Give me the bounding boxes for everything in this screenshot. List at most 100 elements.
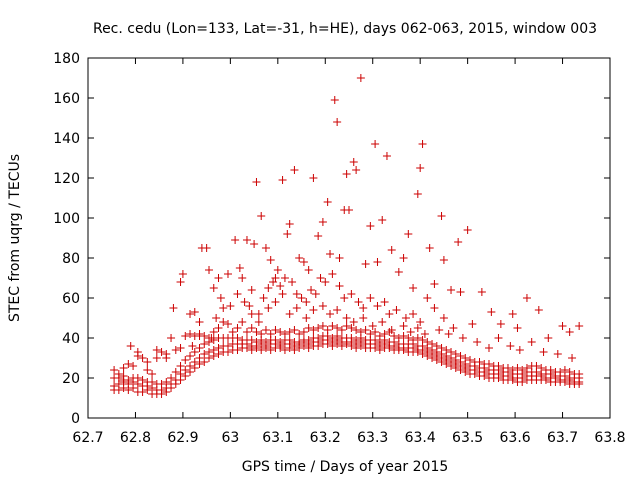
data-point (575, 322, 584, 330)
y-tick-label: 40 (62, 331, 80, 347)
data-point (271, 336, 280, 344)
data-point (437, 344, 446, 352)
data-point (129, 362, 138, 370)
data-point (186, 352, 195, 360)
data-point (254, 310, 263, 318)
data-point (318, 322, 327, 330)
data-point (456, 288, 465, 296)
data-point (335, 254, 344, 262)
data-point (157, 380, 166, 388)
data-point (484, 360, 493, 368)
data-point (544, 334, 553, 342)
data-point (190, 358, 199, 366)
y-tick-label: 120 (53, 171, 80, 187)
x-tick-label: 62.9 (167, 430, 198, 446)
data-point (209, 346, 218, 354)
data-point (487, 308, 496, 316)
data-point (280, 330, 289, 338)
data-point (373, 302, 382, 310)
data-point (342, 322, 351, 330)
data-point (439, 256, 448, 264)
data-point (475, 358, 484, 366)
data-point (252, 328, 261, 336)
data-point (527, 338, 536, 346)
data-point (167, 374, 176, 382)
data-point (167, 334, 176, 342)
data-point (366, 330, 375, 338)
data-point (254, 318, 263, 326)
data-point (143, 358, 152, 366)
data-point (444, 330, 453, 338)
data-point (169, 304, 178, 312)
data-point (309, 306, 318, 314)
data-point (342, 314, 351, 322)
data-point (148, 378, 157, 386)
data-point (345, 206, 353, 214)
data-point (226, 302, 235, 310)
data-point (347, 334, 356, 342)
data-point (385, 310, 394, 318)
data-point (328, 322, 337, 330)
data-point (375, 332, 384, 340)
data-point (242, 236, 251, 244)
x-tick-label: 63.1 (262, 430, 293, 446)
data-point (288, 278, 297, 286)
data-point (458, 334, 467, 342)
data-point (162, 378, 171, 386)
data-point (186, 362, 195, 370)
x-tick-label: 63.7 (547, 430, 578, 446)
y-tick-label: 100 (53, 211, 80, 227)
data-point (347, 290, 356, 298)
data-point (292, 290, 301, 298)
data-point (247, 336, 256, 344)
data-point (513, 364, 522, 372)
data-point (439, 314, 448, 322)
data-point (309, 174, 318, 182)
data-point (195, 318, 204, 326)
x-tick-label: 63 (221, 430, 239, 446)
data-point (575, 370, 584, 378)
data-point (250, 240, 259, 248)
data-point (409, 310, 418, 318)
data-point (553, 350, 562, 358)
data-point (114, 370, 123, 378)
y-axis-title: STEC from uqrg / TECUs (7, 154, 23, 322)
data-point (276, 338, 285, 346)
data-point (323, 326, 332, 334)
data-point (126, 342, 135, 350)
data-point (565, 328, 574, 336)
data-point (318, 302, 327, 310)
data-point (361, 260, 370, 268)
data-point (252, 338, 261, 346)
data-point (352, 336, 361, 344)
data-point (347, 324, 356, 332)
data-point (285, 328, 294, 336)
data-point (568, 354, 577, 362)
data-point (285, 336, 294, 344)
data-point (454, 238, 463, 246)
data-point (442, 346, 451, 354)
data-point (558, 322, 567, 330)
data-point (219, 304, 228, 312)
x-axis-ticks: 62.7 62.8 62.9 63 63.1 63.2 63.3 63.4 63.5 63.6 63… (72, 58, 626, 446)
data-point (133, 348, 142, 356)
y-tick-label: 60 (62, 291, 80, 307)
data-point (560, 366, 569, 374)
data-point (494, 362, 503, 370)
x-tick-label: 63.2 (310, 430, 341, 446)
data-point (413, 334, 422, 342)
data-point (188, 342, 197, 350)
data-point (404, 230, 413, 238)
data-point (304, 324, 313, 332)
data-point (269, 278, 278, 286)
data-point (302, 298, 311, 306)
data-point (387, 326, 396, 334)
data-point (496, 320, 505, 328)
data-point (416, 164, 425, 172)
data-point (314, 334, 323, 342)
data-point (349, 158, 358, 166)
data-point (418, 140, 427, 148)
data-point (380, 330, 389, 338)
data-point (366, 222, 375, 230)
data-point (176, 278, 185, 286)
